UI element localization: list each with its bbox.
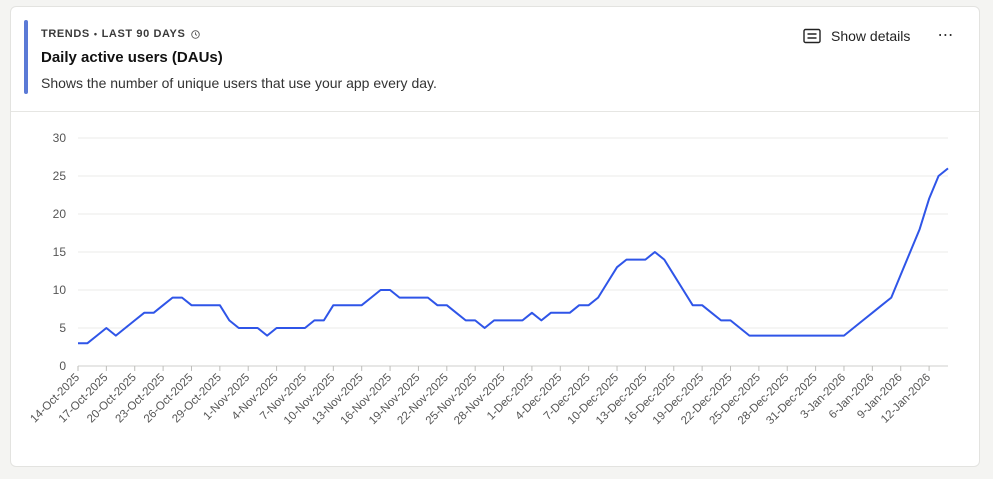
chart-card: TRENDS • LAST 90 DAYS Daily active users… <box>10 6 980 467</box>
y-tick-label: 30 <box>53 131 67 145</box>
y-tick-label: 15 <box>53 245 67 259</box>
clock-icon[interactable] <box>191 29 201 39</box>
y-tick-label: 0 <box>59 359 66 373</box>
accent-bar <box>24 20 28 94</box>
more-options-button[interactable]: ⋯ <box>937 27 955 44</box>
y-tick-label: 25 <box>53 169 67 183</box>
eyebrow-separator: • <box>93 29 98 39</box>
y-tick-label: 20 <box>53 207 67 221</box>
eyebrow: TRENDS • LAST 90 DAYS <box>41 28 201 40</box>
chart-title: Daily active users (DAUs) <box>41 49 223 66</box>
eyebrow-period: LAST 90 DAYS <box>101 28 186 40</box>
chart-area: 0 5 10 15 20 25 30 14-Oct-2025 17-Oct-2025 20-Oc… <box>11 113 979 466</box>
eyebrow-label: TRENDS <box>41 28 90 40</box>
y-tick-label: 5 <box>59 321 66 335</box>
show-details-label: Show details <box>831 28 911 44</box>
chart-subtitle: Shows the number of unique users that us… <box>41 75 437 91</box>
series-line <box>78 167 949 345</box>
show-details-button[interactable]: Show details <box>803 25 910 47</box>
card-header: TRENDS • LAST 90 DAYS Daily active users… <box>11 7 979 112</box>
details-icon <box>803 28 821 44</box>
y-tick-label: 10 <box>53 283 67 297</box>
